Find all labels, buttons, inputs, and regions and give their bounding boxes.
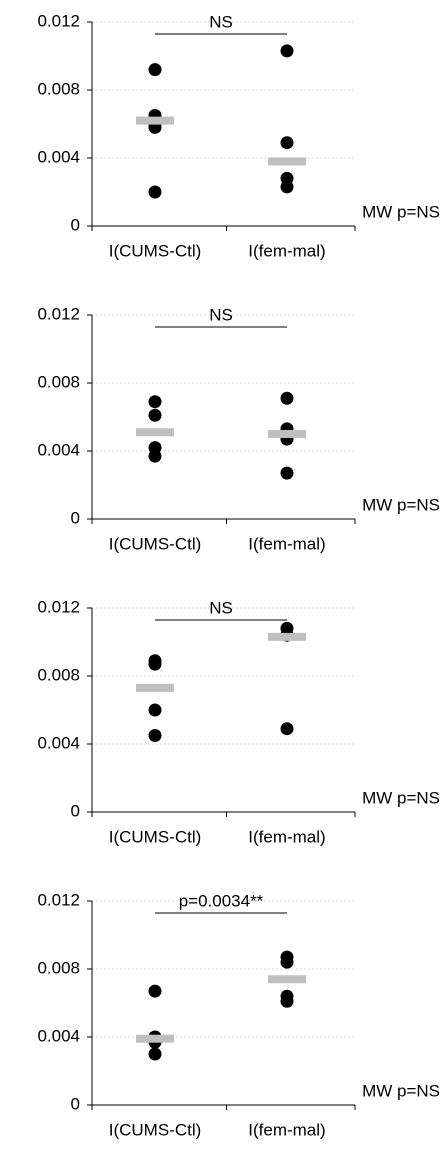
dot xyxy=(148,657,162,671)
median-bar xyxy=(136,683,174,692)
dot xyxy=(148,408,162,422)
dot xyxy=(280,722,294,736)
x-tick-label: I(CUMS-Ctl) xyxy=(109,534,202,553)
y-tick-label: 0 xyxy=(71,215,80,234)
y-tick-label: 0 xyxy=(71,801,80,820)
y-tick-label: 0.008 xyxy=(37,372,80,391)
test-note: MW p=NS xyxy=(362,788,440,807)
y-tick-label: 0 xyxy=(71,1094,80,1113)
y-tick-label: 0.008 xyxy=(37,79,80,98)
dot xyxy=(280,180,294,194)
y-tick-label: 0.004 xyxy=(37,147,80,166)
dot xyxy=(280,994,294,1008)
dot xyxy=(148,703,162,717)
median-bar xyxy=(136,1034,174,1043)
dot xyxy=(280,44,294,58)
dot xyxy=(280,391,294,405)
dot xyxy=(148,63,162,77)
median-bar xyxy=(268,157,306,166)
significance-label: p=0.0034** xyxy=(179,891,264,910)
y-tick-label: 0.008 xyxy=(37,665,80,684)
y-tick-label: 0.012 xyxy=(37,304,80,323)
x-tick-label: I(CUMS-Ctl) xyxy=(109,241,202,260)
significance-label: NS xyxy=(209,305,233,324)
median-bar xyxy=(268,430,306,438)
x-tick-label: I(fem-mal) xyxy=(248,534,325,553)
y-tick-label: 0 xyxy=(71,508,80,527)
test-note: MW p=NS xyxy=(362,202,440,221)
x-tick-label: I(CUMS-Ctl) xyxy=(109,1120,202,1139)
dot xyxy=(148,984,162,998)
x-tick-label: I(fem-mal) xyxy=(248,827,325,846)
y-tick-label: 0.012 xyxy=(37,890,80,909)
dot xyxy=(280,466,294,480)
median-bar xyxy=(268,632,306,641)
y-tick-label: 0.004 xyxy=(37,440,80,459)
median-bar xyxy=(136,116,174,125)
test-note: MW p=NS xyxy=(362,495,440,514)
significance-label: NS xyxy=(209,12,233,31)
x-tick-label: I(fem-mal) xyxy=(248,241,325,260)
dot xyxy=(148,1047,162,1061)
y-tick-label: 0.004 xyxy=(37,733,80,752)
dot xyxy=(280,955,294,969)
y-tick-label: 0.008 xyxy=(37,958,80,977)
dot xyxy=(148,395,162,409)
x-tick-label: I(fem-mal) xyxy=(248,1120,325,1139)
test-note: MW p=NS xyxy=(362,1081,440,1100)
dot xyxy=(148,449,162,463)
dot xyxy=(280,136,294,150)
median-bar xyxy=(136,428,174,437)
y-tick-label: 0.004 xyxy=(37,1026,80,1045)
x-tick-label: I(CUMS-Ctl) xyxy=(109,827,202,846)
y-tick-label: 0.012 xyxy=(37,11,80,30)
y-tick-label: 0.012 xyxy=(37,597,80,616)
dot xyxy=(148,185,162,199)
dot xyxy=(148,729,162,742)
significance-label: NS xyxy=(209,598,233,617)
median-bar xyxy=(268,975,306,984)
